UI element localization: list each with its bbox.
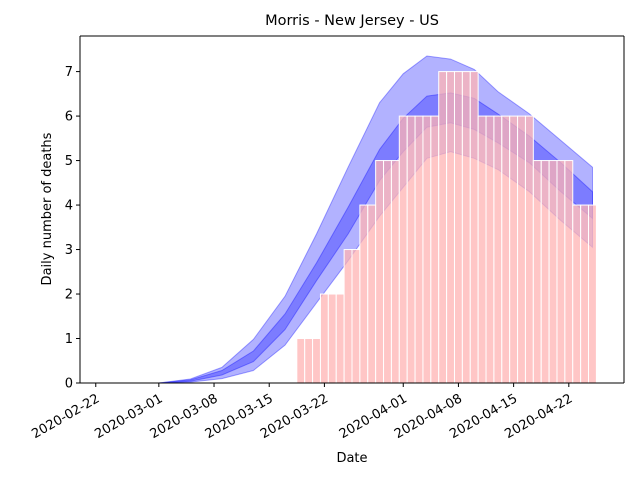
bar [390,160,400,384]
y-tick-label: 5 [65,154,73,169]
y-tick-label: 4 [65,199,73,214]
y-tick-label: 1 [65,332,73,347]
y-tick-label: 7 [65,65,73,80]
bar [501,115,511,384]
bar [540,160,550,384]
bar [327,293,337,384]
bar [477,115,487,384]
bar [509,115,519,384]
bar [493,115,503,384]
bar [319,293,329,384]
bar [375,160,385,384]
bar [532,160,542,384]
bar [461,71,471,384]
y-tick-label: 6 [65,110,73,125]
bar [359,204,369,384]
y-tick-label: 2 [65,288,73,303]
bar [422,115,432,384]
bar [580,204,590,384]
bar [312,338,321,384]
bar [453,71,463,384]
x-axis-title: Date [336,451,367,466]
bar [335,293,345,384]
bar [351,249,361,384]
bar [564,160,574,384]
chart-title: Morris - New Jersey - US [265,13,439,29]
bars [296,71,597,384]
bar [556,160,566,384]
y-tick-label: 0 [65,377,73,392]
bar [343,249,353,384]
bar [383,160,392,384]
y-tick-label: 3 [65,243,73,258]
bar [406,115,416,384]
bar [446,71,455,384]
bar [548,160,558,384]
bar [438,71,448,384]
bar [517,115,526,384]
bar [296,338,306,384]
bar [485,115,495,384]
bar [367,204,377,384]
bar [572,204,582,384]
bar [304,338,314,384]
bar [588,204,597,384]
bar [430,115,440,384]
bar [524,115,534,384]
bar [469,71,479,384]
bar [398,115,408,384]
y-axis-title: Daily number of deaths [40,132,55,285]
bar [414,115,424,384]
